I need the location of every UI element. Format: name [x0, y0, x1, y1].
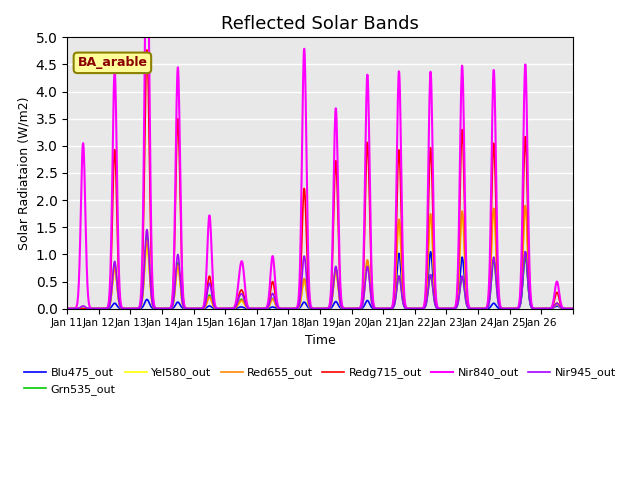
Nir840_out — [63, 306, 71, 312]
Blu475_out — [63, 306, 71, 312]
Yel580_out — [63, 306, 71, 312]
Blu475_out — [513, 306, 520, 312]
Yel580_out — [569, 306, 577, 312]
Blu475_out — [569, 306, 577, 312]
Nir840_out — [297, 211, 305, 216]
Nir945_out — [307, 305, 314, 311]
Nir945_out — [143, 227, 151, 232]
Grn535_out — [563, 306, 570, 312]
Nir945_out — [297, 287, 305, 292]
Blu475_out — [297, 304, 305, 310]
Line: Red655_out: Red655_out — [67, 205, 573, 309]
Grn535_out — [63, 306, 71, 312]
Redg715_out — [439, 306, 447, 312]
Yel580_out — [522, 205, 529, 211]
Red655_out — [307, 305, 314, 311]
Red655_out — [513, 306, 520, 312]
Title: Reflected Solar Bands: Reflected Solar Bands — [221, 15, 419, 33]
Blu475_out — [439, 306, 447, 312]
Blu475_out — [307, 306, 314, 312]
Y-axis label: Solar Radiataion (W/m2): Solar Radiataion (W/m2) — [17, 96, 30, 250]
Red655_out — [439, 306, 447, 312]
Redg715_out — [143, 47, 151, 53]
Line: Nir840_out: Nir840_out — [67, 0, 573, 309]
Line: Grn535_out: Grn535_out — [67, 236, 573, 309]
Grn535_out — [307, 305, 314, 311]
Grn535_out — [297, 295, 305, 300]
Yel580_out — [143, 247, 150, 252]
Grn535_out — [143, 236, 150, 241]
Nir945_out — [439, 306, 447, 312]
Line: Blu475_out: Blu475_out — [67, 252, 573, 309]
Nir840_out — [569, 306, 577, 312]
Blu475_out — [563, 306, 570, 312]
Grn535_out — [569, 306, 577, 312]
Red655_out — [563, 306, 570, 312]
Red655_out — [522, 203, 529, 208]
Nir945_out — [569, 306, 577, 312]
Redg715_out — [143, 57, 150, 63]
Nir945_out — [63, 306, 71, 312]
Redg715_out — [297, 262, 305, 267]
Text: BA_arable: BA_arable — [77, 56, 147, 69]
Blu475_out — [522, 249, 529, 254]
Nir840_out — [439, 306, 447, 312]
Red655_out — [63, 306, 71, 312]
Redg715_out — [307, 304, 314, 310]
Grn535_out — [439, 306, 447, 312]
Grn535_out — [143, 233, 151, 239]
Redg715_out — [569, 306, 577, 312]
Red655_out — [297, 297, 305, 303]
Nir945_out — [563, 306, 570, 312]
Redg715_out — [513, 306, 521, 312]
Blu475_out — [143, 297, 150, 303]
Yel580_out — [297, 298, 305, 303]
Red655_out — [143, 240, 150, 246]
Nir840_out — [513, 306, 521, 312]
Grn535_out — [513, 306, 521, 312]
Yel580_out — [563, 306, 570, 312]
Legend: Blu475_out, Grn535_out, Yel580_out, Red655_out, Redg715_out, Nir840_out, Nir945_: Blu475_out, Grn535_out, Yel580_out, Red6… — [20, 363, 620, 399]
Nir840_out — [307, 302, 314, 308]
Line: Yel580_out: Yel580_out — [67, 208, 573, 309]
Nir945_out — [513, 306, 521, 312]
Yel580_out — [513, 306, 520, 312]
Yel580_out — [307, 305, 314, 311]
Line: Redg715_out: Redg715_out — [67, 50, 573, 309]
Redg715_out — [563, 306, 570, 312]
Line: Nir945_out: Nir945_out — [67, 229, 573, 309]
Red655_out — [569, 306, 577, 312]
Nir840_out — [563, 306, 570, 312]
X-axis label: Time: Time — [305, 334, 335, 347]
Nir945_out — [143, 229, 150, 235]
Redg715_out — [63, 306, 71, 312]
Yel580_out — [439, 306, 447, 312]
